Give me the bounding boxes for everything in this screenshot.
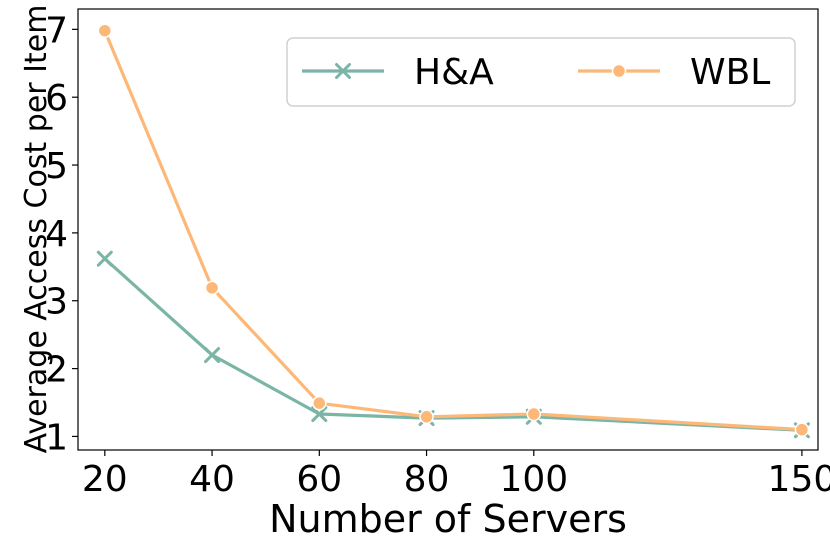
x-tick-label: 20 [82, 459, 128, 500]
data-point-wbl [312, 395, 327, 411]
x-tick-label: 150 [768, 459, 830, 500]
x-tick-label: 80 [404, 459, 450, 500]
data-point-h-a [96, 250, 113, 267]
legend-label-h-a: H&A [414, 52, 494, 93]
data-point-wbl [419, 409, 434, 425]
y-tick-label: 5 [45, 146, 68, 187]
y-tick-label: 1 [45, 417, 68, 458]
y-tick-label: 6 [45, 78, 68, 119]
data-point-h-a-stroke [204, 347, 221, 364]
data-point-h-a-stroke [96, 250, 113, 267]
data-point-wbl [97, 23, 113, 38]
data-point-h-a [204, 347, 221, 364]
x-axis-ticks: 20 40 60 80 100 150 [82, 450, 830, 500]
data-point-wbl [794, 422, 810, 437]
series-layer [96, 23, 810, 439]
legend-box [286, 37, 796, 107]
y-axis-label: Average Access Cost per Item [19, 5, 54, 454]
legend-label-wbl: WBL [690, 52, 770, 93]
y-tick-label: 4 [45, 214, 68, 255]
data-point-wbl [526, 406, 542, 422]
plot-area-frame [77, 8, 819, 451]
legend-marker-h-a [335, 63, 351, 79]
data-point-wbl [204, 280, 220, 296]
data-point-h-a [311, 406, 328, 423]
x-tick-label: 60 [296, 459, 342, 500]
y-axis-ticks: 1 2 3 4 5 6 7 [45, 10, 78, 458]
legend-marker-h-a-stroke [335, 63, 351, 79]
series-line-wbl [103, 30, 802, 432]
y-tick-label: 7 [45, 10, 68, 51]
x-tick-label: 100 [499, 459, 568, 500]
series-line-h-a [103, 257, 802, 432]
y-tick-label: 3 [45, 282, 68, 323]
x-tick-label: 40 [189, 459, 235, 500]
y-tick-label: 2 [45, 350, 68, 391]
x-axis-label: Number of Servers [269, 497, 627, 541]
legend-marker-wbl [611, 63, 627, 79]
legend-items: H&A WBL [302, 52, 770, 93]
legend: H&A WBL [286, 37, 796, 107]
data-point-h-a-stroke [311, 406, 328, 423]
